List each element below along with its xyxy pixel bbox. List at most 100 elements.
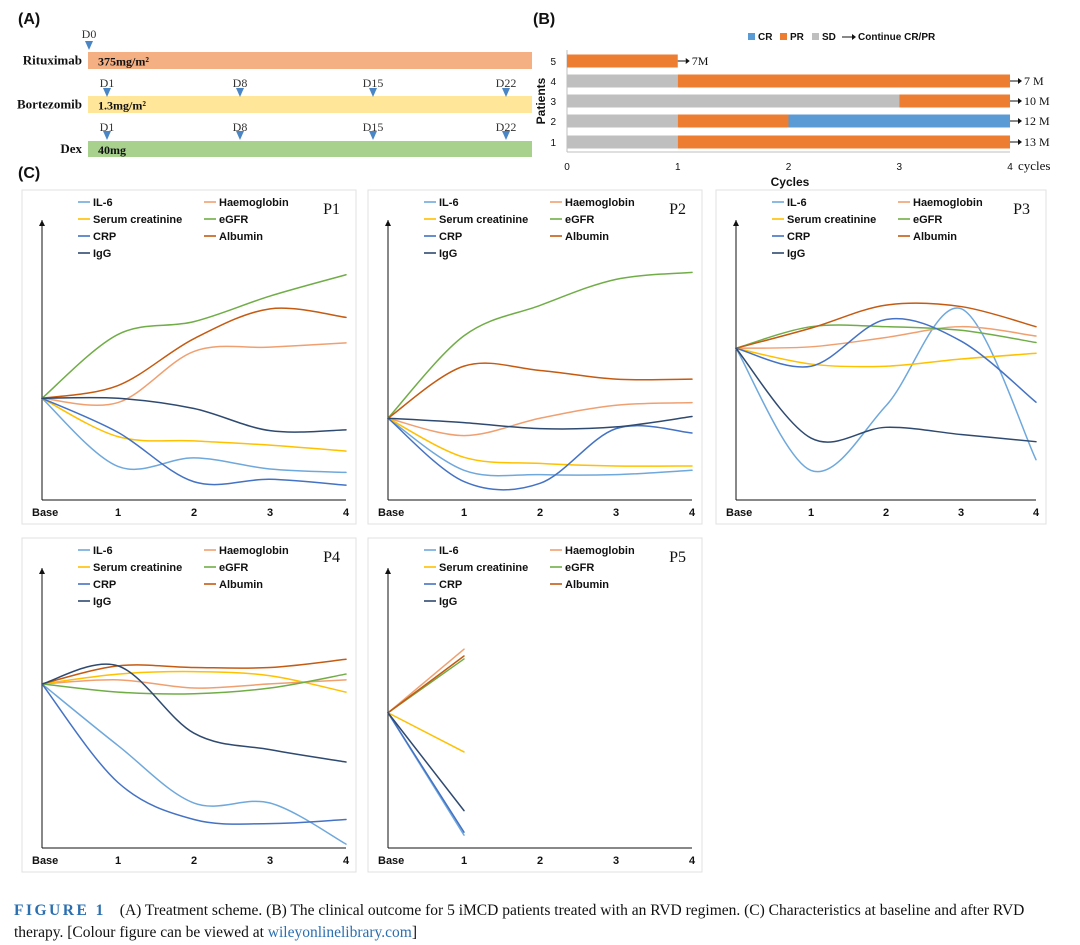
panel-p1-line-haemoglobin <box>41 342 347 406</box>
panel-p1-y-arrowhead <box>39 220 45 226</box>
outcome-arrowhead-patient-2 <box>1018 118 1022 124</box>
scheme-drug-rituximab: Rituximab <box>23 53 82 68</box>
caption-label: FIGURE 1 <box>14 902 106 919</box>
outcome-legend-label-sd: SD <box>822 32 836 43</box>
panel-p4-line-serum-creatinine <box>41 670 347 693</box>
panel-p2-line-crp <box>387 417 693 491</box>
outcome-continue-patient-5: 7M <box>692 54 709 68</box>
panel-p3-x-tick-3: 3 <box>958 507 964 519</box>
scheme-bar-rituximab <box>88 52 532 69</box>
panel-p1-x-tick-4: 4 <box>343 507 350 519</box>
panel-p4-x-tick-base: Base <box>32 855 58 867</box>
figure-caption: FIGURE 1 (A) Treatment scheme. (B) The c… <box>14 900 1064 944</box>
panel-p4-legend-label-haemoglobin: Haemoglobin <box>219 545 289 557</box>
scheme-marker-dex-d8 <box>236 131 244 140</box>
scheme-marker-bortezomib-d1 <box>103 88 111 97</box>
panel-p4-legend-label-serum-creatinine: Serum creatinine <box>93 562 182 574</box>
panel-p1-x-tick-2: 2 <box>191 507 197 519</box>
panel-p5-y-arrowhead <box>385 568 391 574</box>
outcome-patient-tick-2: 2 <box>550 117 556 128</box>
panel-p2-x-tick-3: 3 <box>613 507 619 519</box>
panel-p1-legend-label-crp: CRP <box>93 231 116 243</box>
outcome-arrowhead-patient-3 <box>1018 98 1022 104</box>
scheme-drug-dex: Dex <box>60 141 82 156</box>
outcome-bar-patient-2-cr <box>788 114 1010 128</box>
panel-p1-frame <box>21 189 357 525</box>
panel-p5-legend-label-serum-creatinine: Serum creatinine <box>439 562 528 574</box>
panel-p5-legend-label-haemoglobin: Haemoglobin <box>565 545 635 557</box>
panel-p2-x-tick-base: Base <box>378 507 404 519</box>
outcome-legend-swatch-cr <box>748 33 755 40</box>
scheme-marker-label-bortezomib-d8: D8 <box>233 76 248 90</box>
panel-p5-line-haemoglobin <box>387 648 465 714</box>
panel-p4-line-il-6 <box>41 683 347 845</box>
panel-p1-x-tick-base: Base <box>32 507 58 519</box>
scheme-marker-label-dex-d8: D8 <box>233 120 248 134</box>
panel-p3-frame <box>715 189 1047 525</box>
outcome-y-label: Patients <box>534 77 548 124</box>
outcome-x-tick-3: 3 <box>896 162 902 173</box>
outcome-x-tick-1: 1 <box>675 162 681 173</box>
outcome-bar-patient-3-sd <box>567 94 900 108</box>
scheme-marker-label-dex-d15: D15 <box>363 120 384 134</box>
panel-p1-line-crp <box>41 397 347 486</box>
caption-text: (A) Treatment scheme. (B) The clinical o… <box>14 902 1025 941</box>
panel-p1-line-serum-creatinine <box>41 397 347 452</box>
scheme-marker-dex-d15 <box>369 131 377 140</box>
caption-link[interactable]: wileyonlinelibrary.com <box>267 924 412 941</box>
panel-p3-legend-label-haemoglobin: Haemoglobin <box>913 197 983 209</box>
panel-p4-legend-label-crp: CRP <box>93 579 116 591</box>
panel-p1-legend-label-albumin: Albumin <box>219 231 263 243</box>
panel-p5-line-serum-creatinine <box>387 712 465 753</box>
scheme-marker-label-bortezomib-d15: D15 <box>363 76 384 90</box>
panel-p1-legend-label-haemoglobin: Haemoglobin <box>219 197 289 209</box>
panel-p2-x-tick-4: 4 <box>689 507 696 519</box>
panel-p1-x-tick-3: 3 <box>267 507 273 519</box>
outcome-arrowhead-patient-1 <box>1018 139 1022 145</box>
panel-p3-legend-label-crp: CRP <box>787 231 810 243</box>
panel-p4-x-tick-2: 2 <box>191 855 197 867</box>
outcome-bar-patient-1-sd <box>567 135 678 149</box>
outcome-legend-swatch-pr <box>780 33 787 40</box>
panel-p2-line-il-6 <box>387 417 693 477</box>
scheme-marker-label-dex-d22: D22 <box>496 120 517 134</box>
panel-p4-y-arrowhead <box>39 568 45 574</box>
panel-p2-legend-label-albumin: Albumin <box>565 231 609 243</box>
panel-p2-legend-label-igg: IgG <box>439 248 457 260</box>
panel-p4-x-tick-4: 4 <box>343 855 350 867</box>
panel-p2-line-haemoglobin <box>387 401 693 437</box>
scheme-marker-label-rituximab-d0: D0 <box>82 27 97 41</box>
panel-p3-x-tick-4: 4 <box>1033 507 1040 519</box>
outcome-continue-patient-2: 12 M <box>1024 114 1050 128</box>
panel-p5-line-igg <box>387 712 465 812</box>
outcome-x-label: Cycles <box>771 175 810 189</box>
panel-p1-line-il-6 <box>41 397 347 474</box>
scheme-marker-label-dex-d1: D1 <box>100 120 115 134</box>
panel-p4-x-tick-3: 3 <box>267 855 273 867</box>
panel-p3-legend-label-egfr: eGFR <box>913 214 942 226</box>
panel-p1-legend-label-igg: IgG <box>93 248 111 260</box>
outcome-legend-arrowhead <box>852 34 856 40</box>
outcome-legend-swatch-sd <box>812 33 819 40</box>
panel-p2-line-serum-creatinine <box>387 417 693 467</box>
panel-p2-y-arrowhead <box>385 220 391 226</box>
outcome-patient-tick-4: 4 <box>550 77 556 88</box>
scheme-bar-bortezomib <box>88 96 532 113</box>
panel-p3-line-albumin <box>735 302 1037 349</box>
panel-p3-title: P3 <box>1013 201 1030 218</box>
outcome-legend-label-pr: PR <box>790 32 805 43</box>
scheme-marker-dex-d1 <box>103 131 111 140</box>
outcome-bar-patient-3-pr <box>899 94 1010 108</box>
outcome-x-tick-0: 0 <box>564 162 570 173</box>
panel-p4-line-haemoglobin <box>41 679 347 689</box>
outcome-x-tick-4: 4 <box>1007 162 1013 173</box>
panel-p3-line-igg <box>735 347 1037 443</box>
panel-p5-title: P5 <box>669 549 686 566</box>
panel-p2-line-albumin <box>387 362 693 419</box>
panel-p2-title: P2 <box>669 201 686 218</box>
panel-p1-line-igg <box>41 396 347 433</box>
panel-p2-x-tick-2: 2 <box>537 507 543 519</box>
panel-p2-x-tick-1: 1 <box>461 507 467 519</box>
panel-p3-legend-label-serum-creatinine: Serum creatinine <box>787 214 876 226</box>
